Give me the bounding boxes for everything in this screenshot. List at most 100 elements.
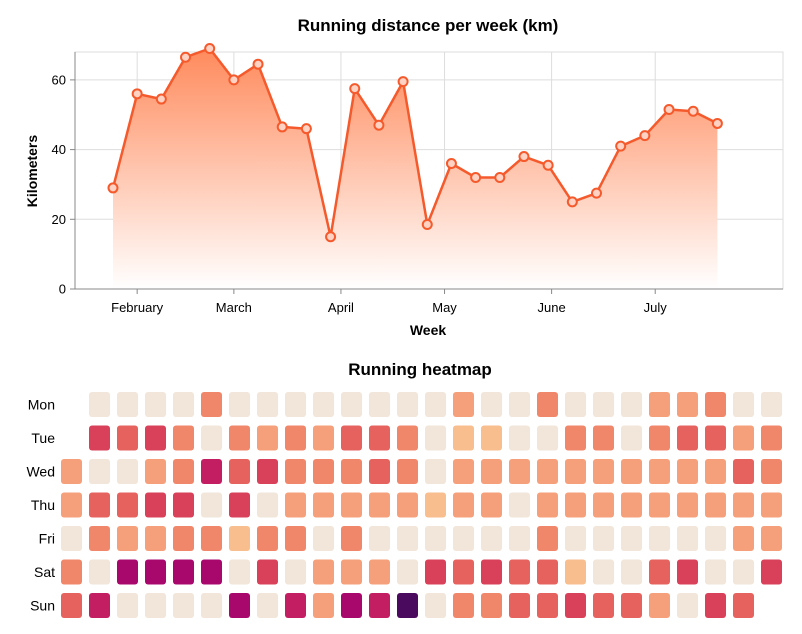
- heatmap-cell[interactable]: [677, 425, 698, 451]
- heatmap-cell[interactable]: [173, 392, 194, 417]
- heatmap-cell[interactable]: [425, 392, 446, 417]
- heatmap-cell[interactable]: [341, 593, 362, 618]
- heatmap-cell[interactable]: [89, 559, 110, 585]
- heatmap-cell[interactable]: [313, 392, 334, 417]
- heatmap-cell[interactable]: [649, 492, 670, 518]
- heatmap-cell[interactable]: [61, 459, 82, 484]
- heatmap-cell[interactable]: [621, 425, 642, 451]
- heatmap-cell[interactable]: [61, 492, 82, 518]
- heatmap-cell[interactable]: [761, 392, 782, 417]
- heatmap-cell[interactable]: [565, 425, 586, 451]
- heatmap-cell[interactable]: [285, 559, 306, 585]
- heatmap-cell[interactable]: [369, 425, 390, 451]
- heatmap-cell[interactable]: [761, 559, 782, 585]
- heatmap-cell[interactable]: [257, 492, 278, 518]
- heatmap-cell[interactable]: [481, 459, 502, 484]
- heatmap-cell[interactable]: [145, 559, 166, 585]
- heatmap-cell[interactable]: [257, 425, 278, 451]
- heatmap-cell[interactable]: [509, 526, 530, 551]
- heatmap-cell[interactable]: [649, 526, 670, 551]
- data-point[interactable]: [494, 171, 506, 183]
- heatmap-cell[interactable]: [705, 559, 726, 585]
- heatmap-cell[interactable]: [733, 425, 754, 451]
- heatmap-cell[interactable]: [397, 492, 418, 518]
- heatmap-cell[interactable]: [145, 526, 166, 551]
- heatmap-cell[interactable]: [257, 559, 278, 585]
- heatmap-cell[interactable]: [397, 526, 418, 551]
- heatmap-cell[interactable]: [89, 459, 110, 484]
- heatmap-cell[interactable]: [481, 526, 502, 551]
- data-point[interactable]: [155, 93, 167, 105]
- data-point[interactable]: [591, 187, 603, 199]
- heatmap-cell[interactable]: [145, 392, 166, 417]
- heatmap-cell[interactable]: [229, 425, 250, 451]
- heatmap-cell[interactable]: [677, 459, 698, 484]
- heatmap-cell[interactable]: [313, 593, 334, 618]
- heatmap-cell[interactable]: [677, 392, 698, 417]
- heatmap-cell[interactable]: [397, 559, 418, 585]
- heatmap-cell[interactable]: [117, 526, 138, 551]
- heatmap-cell[interactable]: [733, 392, 754, 417]
- heatmap-cell[interactable]: [369, 392, 390, 417]
- heatmap-cell[interactable]: [705, 492, 726, 518]
- heatmap-cell[interactable]: [761, 425, 782, 451]
- heatmap-cell[interactable]: [313, 492, 334, 518]
- heatmap-cell[interactable]: [89, 392, 110, 417]
- heatmap-cell[interactable]: [61, 559, 82, 585]
- heatmap-cell[interactable]: [173, 425, 194, 451]
- heatmap-cell[interactable]: [425, 559, 446, 585]
- heatmap-cell[interactable]: [341, 459, 362, 484]
- data-point[interactable]: [252, 58, 264, 70]
- heatmap-cell[interactable]: [593, 425, 614, 451]
- heatmap-cell[interactable]: [341, 526, 362, 551]
- heatmap-cell[interactable]: [313, 526, 334, 551]
- heatmap-cell[interactable]: [593, 559, 614, 585]
- heatmap-cell[interactable]: [677, 559, 698, 585]
- heatmap-cell[interactable]: [537, 593, 558, 618]
- heatmap-cell[interactable]: [173, 459, 194, 484]
- heatmap-cell[interactable]: [313, 459, 334, 484]
- heatmap-cell[interactable]: [705, 392, 726, 417]
- data-point[interactable]: [542, 159, 554, 171]
- heatmap-cell[interactable]: [649, 459, 670, 484]
- heatmap-cell[interactable]: [453, 559, 474, 585]
- heatmap-cell[interactable]: [229, 492, 250, 518]
- data-point[interactable]: [276, 121, 288, 133]
- heatmap-cell[interactable]: [621, 526, 642, 551]
- heatmap-cell[interactable]: [481, 559, 502, 585]
- heatmap-cell[interactable]: [117, 593, 138, 618]
- heatmap-cell[interactable]: [621, 492, 642, 518]
- heatmap-cell[interactable]: [593, 526, 614, 551]
- heatmap-cell[interactable]: [537, 492, 558, 518]
- heatmap-cell[interactable]: [201, 392, 222, 417]
- heatmap-cell[interactable]: [89, 593, 110, 618]
- heatmap-cell[interactable]: [145, 425, 166, 451]
- heatmap-cell[interactable]: [369, 459, 390, 484]
- data-point[interactable]: [421, 219, 433, 231]
- heatmap-cell[interactable]: [257, 459, 278, 484]
- data-point[interactable]: [566, 196, 578, 208]
- heatmap-cell[interactable]: [145, 459, 166, 484]
- heatmap-cell[interactable]: [509, 392, 530, 417]
- data-point[interactable]: [373, 119, 385, 131]
- heatmap-cell[interactable]: [453, 392, 474, 417]
- data-point[interactable]: [228, 74, 240, 86]
- heatmap-cell[interactable]: [649, 559, 670, 585]
- data-point[interactable]: [397, 76, 409, 88]
- heatmap-cell[interactable]: [733, 559, 754, 585]
- heatmap-cell[interactable]: [621, 392, 642, 417]
- heatmap-cell[interactable]: [397, 459, 418, 484]
- heatmap-cell[interactable]: [89, 425, 110, 451]
- heatmap-cell[interactable]: [733, 593, 754, 618]
- heatmap-cell[interactable]: [565, 559, 586, 585]
- heatmap-cell[interactable]: [537, 425, 558, 451]
- heatmap-cell[interactable]: [257, 526, 278, 551]
- data-point[interactable]: [639, 130, 651, 142]
- heatmap-cell[interactable]: [257, 392, 278, 417]
- heatmap-cell[interactable]: [117, 559, 138, 585]
- heatmap-cell[interactable]: [285, 425, 306, 451]
- heatmap-cell[interactable]: [341, 492, 362, 518]
- heatmap-cell[interactable]: [117, 492, 138, 518]
- data-point[interactable]: [711, 117, 723, 129]
- heatmap-cell[interactable]: [733, 492, 754, 518]
